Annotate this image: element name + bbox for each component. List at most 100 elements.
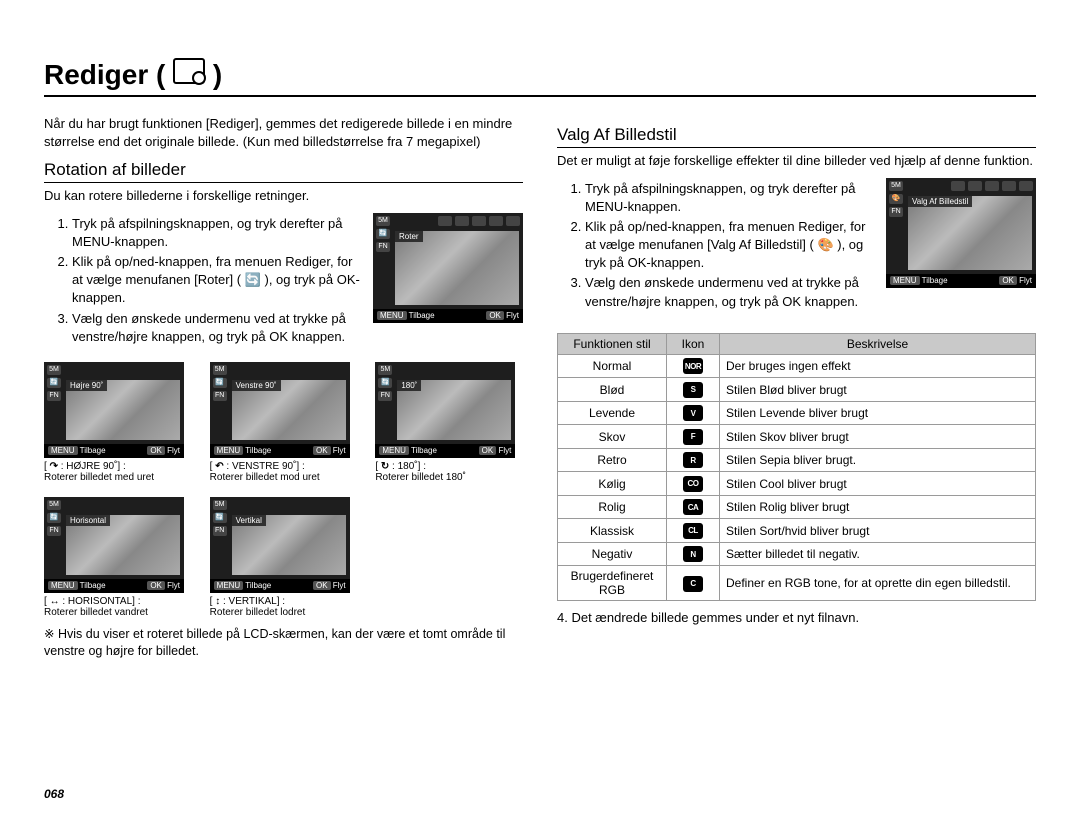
style-desc: Definer en RGB tone, for at oprette din … — [720, 566, 1036, 601]
rotation-screen-label: Horisontal — [66, 515, 110, 526]
rotation-cell: 5M🔄FN Højre 90˚ MENU Tilbage OK Flyt [ ↷… — [44, 362, 192, 483]
style-intro: Det er muligt at føje forskellige effekt… — [557, 152, 1036, 170]
rotation-caption-desc: Roterer billedet med uret — [44, 472, 192, 483]
page-title: Rediger ( ) — [44, 58, 222, 91]
rotation-screenshot: 5M🔄FN Horisontal MENU Tilbage OK Flyt — [44, 497, 184, 593]
style-desc: Der bruges ingen effekt — [720, 354, 1036, 378]
style-icon: CO — [683, 476, 703, 492]
intro-text: Når du har brugt funktionen [Rediger], g… — [44, 115, 523, 150]
rotation-caption-label: [ ↔ : HORISONTAL] : — [44, 596, 192, 607]
style-after-note: 4. Det ændrede billede gemmes under et n… — [557, 609, 1036, 627]
th-desc: Beskrivelse — [720, 333, 1036, 354]
rotation-caption-label: [ ↷ : HØJRE 90˚] : — [44, 461, 192, 472]
rotation-heading: Rotation af billeder — [44, 160, 523, 183]
style-icon: V — [683, 405, 703, 421]
rotation-screen-label: Vertikal — [232, 515, 266, 526]
rotation-cell: 5M🔄FN Venstre 90˚ MENU Tilbage OK Flyt [… — [210, 362, 358, 483]
screen-move-label: Flyt — [506, 311, 519, 320]
style-heading: Valg Af Billedstil — [557, 125, 1036, 148]
style-icon-cell: F — [667, 425, 720, 449]
style-icon-cell: C — [667, 566, 720, 601]
style-icon-cell: CA — [667, 495, 720, 519]
table-row: Retro R Stilen Sepia bliver brugt. — [558, 448, 1036, 472]
rotation-caption-label: [ ↕ : VERTIKAL] : — [210, 596, 358, 607]
style-screen-back-label: Tilbage — [922, 276, 948, 285]
rotation-cell: 5M🔄FN 180˚ MENU Tilbage OK Flyt [ ↻ : 18… — [375, 362, 523, 483]
rotation-screenshot: 5M🔄FN Venstre 90˚ MENU Tilbage OK Flyt — [210, 362, 350, 458]
rotation-grid: 5M🔄FN Højre 90˚ MENU Tilbage OK Flyt [ ↷… — [44, 362, 523, 618]
style-icon: NOR — [683, 358, 703, 374]
style-name: Kølig — [558, 472, 667, 496]
style-name: Negativ — [558, 542, 667, 566]
style-icon: F — [683, 429, 703, 445]
rotation-screen-label: 180˚ — [397, 380, 421, 391]
rotation-caption-desc: Roterer billedet vandret — [44, 607, 192, 618]
style-main-screenshot: 5M🎨FN Valg Af Billedstil MENU Tilbage OK… — [886, 178, 1036, 288]
screen-back-label: Tilbage — [409, 311, 435, 320]
table-row: Kølig CO Stilen Cool bliver brugt — [558, 472, 1036, 496]
style-icon-cell: CL — [667, 519, 720, 543]
right-column: Valg Af Billedstil Det er muligt at føje… — [557, 115, 1036, 668]
style-step-2: Klik på op/ned-knappen, fra menuen Redig… — [585, 218, 876, 273]
page-number: 068 — [44, 787, 64, 801]
table-row: Negativ N Sætter billedet til negativ. — [558, 542, 1036, 566]
rotation-note: ※ Hvis du viser et roteret billede på LC… — [44, 626, 523, 660]
rotation-main-screenshot: 5M🔄FN Roter MENU Tilbage OK Flyt — [373, 213, 523, 323]
style-desc: Stilen Sepia bliver brugt. — [720, 448, 1036, 472]
rotation-caption-label: [ ↻ : 180˚] : — [375, 461, 523, 472]
style-name: Retro — [558, 448, 667, 472]
style-table: Funktionen stil Ikon Beskrivelse Normal … — [557, 333, 1036, 602]
style-name: Skov — [558, 425, 667, 449]
table-row: Klassisk CL Stilen Sort/hvid bliver brug… — [558, 519, 1036, 543]
rotation-step-3: Vælg den ønskede undermenu ved at trykke… — [72, 310, 363, 346]
style-icon: CA — [683, 499, 703, 515]
edit-icon — [173, 58, 205, 84]
rotation-step-1: Tryk på afspilningsknappen, og tryk dere… — [72, 215, 363, 251]
rotation-caption-label: [ ↶ : VENSTRE 90˚] : — [210, 461, 358, 472]
style-step-1: Tryk på afspilningsknappen, og tryk dere… — [585, 180, 876, 216]
style-desc: Stilen Blød bliver brugt — [720, 378, 1036, 402]
rotation-caption-desc: Roterer billedet lodret — [210, 607, 358, 618]
style-desc: Stilen Rolig bliver brugt — [720, 495, 1036, 519]
rotation-screenshot: 5M🔄FN Højre 90˚ MENU Tilbage OK Flyt — [44, 362, 184, 458]
style-icon: C — [683, 576, 703, 592]
screen-menu-label: Roter — [395, 231, 423, 242]
style-name: Brugerdefineret RGB — [558, 566, 667, 601]
style-desc: Stilen Skov bliver brugt — [720, 425, 1036, 449]
table-row: Brugerdefineret RGB C Definer en RGB ton… — [558, 566, 1036, 601]
rotation-steps: Tryk på afspilningsknappen, og tryk dere… — [44, 215, 363, 348]
style-icon-cell: V — [667, 401, 720, 425]
style-icon-cell: CO — [667, 472, 720, 496]
left-column: Når du har brugt funktionen [Rediger], g… — [44, 115, 523, 668]
style-desc: Stilen Sort/hvid bliver brugt — [720, 519, 1036, 543]
style-desc: Stilen Levende bliver brugt — [720, 401, 1036, 425]
style-icon: S — [683, 382, 703, 398]
style-steps: Tryk på afspilningsknappen, og tryk dere… — [557, 180, 876, 313]
table-row: Levende V Stilen Levende bliver brugt — [558, 401, 1036, 425]
style-screen-move-label: Flyt — [1019, 276, 1032, 285]
th-function: Funktionen stil — [558, 333, 667, 354]
table-row: Blød S Stilen Blød bliver brugt — [558, 378, 1036, 402]
style-name: Levende — [558, 401, 667, 425]
style-step-3: Vælg den ønskede undermenu ved at trykke… — [585, 274, 876, 310]
style-icon-cell: S — [667, 378, 720, 402]
table-row: Skov F Stilen Skov bliver brugt — [558, 425, 1036, 449]
rotation-screenshot: 5M🔄FN 180˚ MENU Tilbage OK Flyt — [375, 362, 515, 458]
rotation-screen-label: Venstre 90˚ — [232, 380, 281, 391]
rotation-caption-desc: Roterer billedet 180˚ — [375, 472, 523, 483]
rotation-screenshot: 5M🔄FN Vertikal MENU Tilbage OK Flyt — [210, 497, 350, 593]
rotation-caption-desc: Roterer billedet mod uret — [210, 472, 358, 483]
style-icon-cell: NOR — [667, 354, 720, 378]
style-icon: CL — [683, 523, 703, 539]
style-icon: R — [683, 452, 703, 468]
style-icon-cell: R — [667, 448, 720, 472]
style-name: Blød — [558, 378, 667, 402]
style-name: Rolig — [558, 495, 667, 519]
style-screen-menu-label: Valg Af Billedstil — [908, 196, 972, 207]
style-icon-cell: N — [667, 542, 720, 566]
rotation-screen-label: Højre 90˚ — [66, 380, 107, 391]
page-title-row: Rediger ( ) — [44, 58, 1036, 97]
th-icon: Ikon — [667, 333, 720, 354]
rotation-cell: 5M🔄FN Horisontal MENU Tilbage OK Flyt [ … — [44, 497, 192, 618]
style-desc: Stilen Cool bliver brugt — [720, 472, 1036, 496]
